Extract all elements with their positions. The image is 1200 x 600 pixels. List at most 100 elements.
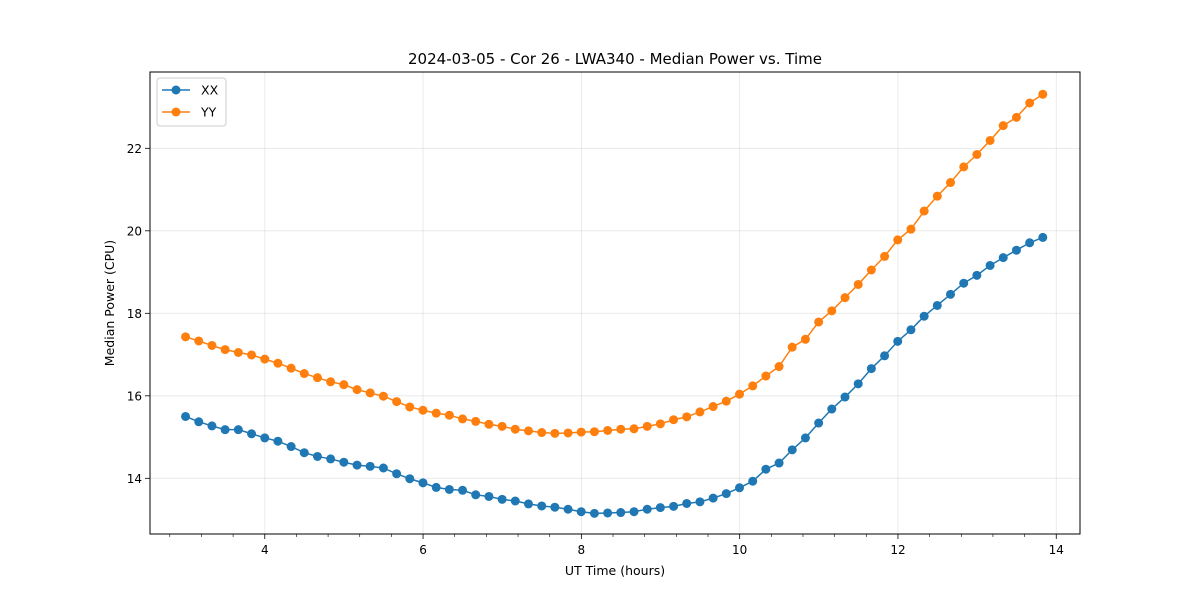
data-point-xx [207,421,217,431]
data-point-xx [721,489,731,499]
data-point-yy [761,371,771,381]
data-point-yy [880,251,890,261]
data-point-xx [365,461,375,471]
y-tick-label: 16 [127,389,142,403]
data-point-xx [616,508,626,518]
data-point-xx [497,494,507,504]
data-point-yy [669,415,679,425]
data-point-yy [181,332,191,342]
data-point-yy [339,380,349,390]
data-point-yy [378,391,388,401]
data-point-xx [708,493,718,503]
data-point-xx [998,253,1008,263]
data-point-xx [880,351,890,361]
data-point-xx [642,504,652,514]
data-point-xx [273,436,283,446]
data-point-yy [247,350,257,360]
data-point-xx [655,503,665,513]
x-tick-label: 6 [419,543,427,557]
data-point-yy [682,412,692,422]
data-point-yy [299,369,309,379]
data-point-xx [748,476,758,486]
data-point-xx [260,433,270,443]
data-point-yy [893,235,903,245]
data-point-xx [312,451,322,461]
data-point-xx [392,469,402,479]
x-tick-label: 14 [1049,543,1064,557]
data-point-xx [326,454,336,464]
data-point-xx [893,336,903,346]
data-point-xx [800,433,810,443]
data-point-yy [655,419,665,429]
data-point-yy [827,306,837,316]
data-point-yy [1038,89,1048,99]
data-point-xx [233,425,243,435]
data-point-xx [774,458,784,468]
data-point-xx [589,508,599,518]
data-point-yy [998,121,1008,131]
data-point-yy [207,340,217,350]
data-point-xx [827,404,837,414]
data-point-xx [735,483,744,493]
data-point-xx [444,484,454,494]
data-point-xx [932,300,942,310]
data-point-xx [537,501,547,511]
data-point-yy [1025,98,1035,108]
data-point-yy [352,385,362,395]
data-point-yy [840,293,850,303]
data-point-xx [194,417,204,427]
data-point-xx [431,482,441,492]
y-tick-label: 18 [127,307,142,321]
legend-label-yy: YY [200,105,217,120]
data-point-yy [220,345,230,355]
data-point-xx [669,501,679,511]
data-point-yy [853,279,863,289]
data-point-xx [629,507,639,517]
data-point-xx [523,499,533,509]
data-point-yy [312,373,322,383]
legend-marker-xx [171,85,181,95]
data-point-xx [919,311,929,321]
data-point-xx [959,278,969,288]
data-point-xx [787,445,797,455]
data-point-yy [906,224,916,234]
data-point-yy [537,428,547,438]
data-point-xx [576,507,586,517]
data-point-yy [418,405,428,415]
data-point-yy [985,135,995,145]
data-point-yy [484,419,494,429]
data-point-yy [787,342,797,352]
y-axis-label: Median Power (CPU) [102,240,117,366]
data-point-yy [194,336,204,346]
legend: XX YY [156,77,227,127]
data-point-yy [510,424,520,434]
data-point-xx [603,508,613,518]
data-point-xx [418,478,428,488]
data-point-yy [1011,112,1021,122]
data-point-xx [563,504,573,514]
data-point-xx [378,463,388,473]
data-point-yy [721,396,731,406]
data-point-yy [273,358,283,368]
data-point-xx [840,392,850,402]
data-point-yy [919,206,929,216]
x-axis-label: UT Time (hours) [565,563,665,578]
data-point-xx [972,270,982,280]
data-point-yy [286,363,296,373]
data-point-xx [761,464,771,474]
data-point-yy [326,377,336,387]
data-point-yy [550,428,560,438]
data-point-xx [550,502,560,512]
y-tick-label: 22 [127,142,142,156]
data-point-yy [866,265,876,275]
data-point-xx [1011,245,1021,255]
data-point-yy [603,425,613,435]
data-point-yy [471,416,481,426]
data-point-xx [339,457,349,467]
x-tick-label: 4 [261,543,269,557]
data-point-xx [866,364,876,374]
data-point-yy [959,162,969,172]
data-point-yy [629,424,639,434]
data-point-xx [220,425,230,435]
